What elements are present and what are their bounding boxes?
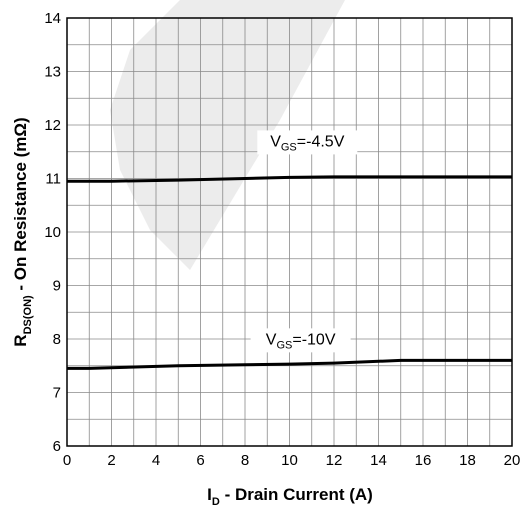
series-label-sub: GS bbox=[276, 339, 292, 351]
x-axis-title-rest: - Drain Current (A) bbox=[220, 485, 373, 504]
series-line-1 bbox=[67, 175, 512, 183]
x-tick-label: 0 bbox=[63, 452, 71, 469]
series-label-1: VGS=-4.5V bbox=[270, 133, 344, 153]
y-tick-label: 14 bbox=[44, 10, 61, 27]
x-tick-label: 18 bbox=[459, 452, 476, 469]
y-axis-title-main: R bbox=[11, 334, 30, 346]
series-label-sub: GS bbox=[281, 141, 297, 153]
series-line-2 bbox=[67, 358, 512, 370]
series-label-main: V bbox=[266, 331, 277, 348]
watermark-shape bbox=[110, 0, 345, 270]
x-tick-label: 10 bbox=[281, 452, 298, 469]
x-tick-label: 14 bbox=[370, 452, 387, 469]
series-label-2: VGS=-10V bbox=[266, 331, 336, 351]
y-tick-labels: 6 7 8 9 10 11 12 13 14 bbox=[44, 10, 61, 455]
series-label-rest: =-4.5V bbox=[297, 133, 345, 150]
y-tick-label: 8 bbox=[53, 331, 61, 348]
series-label-background bbox=[250, 328, 351, 353]
y-axis-title-sub: DS(ON) bbox=[22, 295, 34, 334]
x-tick-labels: 0 2 4 6 8 10 12 14 16 18 20 bbox=[63, 452, 521, 469]
x-tick-label: 8 bbox=[241, 452, 249, 469]
plot-frame bbox=[66, 17, 513, 447]
y-axis-title: RDS(ON) - On Resistance (mΩ) bbox=[11, 117, 34, 346]
x-axis-title-sub: D bbox=[212, 496, 220, 508]
y-tick-label: 9 bbox=[53, 278, 61, 295]
x-tick-label: 4 bbox=[152, 452, 160, 469]
x-tick-label: 12 bbox=[326, 452, 343, 469]
x-axis-title: ID - Drain Current (A) bbox=[207, 485, 373, 508]
y-tick-label: 6 bbox=[53, 438, 61, 455]
y-tick-label: 10 bbox=[44, 224, 61, 241]
y-tick-label: 13 bbox=[44, 64, 61, 81]
y-tick-label: 11 bbox=[45, 171, 61, 188]
y-tick-label: 12 bbox=[44, 117, 61, 134]
x-tick-label: 6 bbox=[196, 452, 204, 469]
x-axis-title-main: I bbox=[207, 485, 212, 504]
x-tick-label: 16 bbox=[415, 452, 432, 469]
series-label-background bbox=[257, 130, 358, 155]
series-label-rest: =-10V bbox=[292, 331, 335, 348]
series-label-main: V bbox=[270, 133, 281, 150]
y-tick-label: 7 bbox=[53, 385, 61, 402]
y-axis-title-rest: - On Resistance (mΩ) bbox=[11, 117, 30, 295]
grid bbox=[66, 17, 513, 447]
x-tick-label: 2 bbox=[107, 452, 115, 469]
x-tick-label: 20 bbox=[504, 452, 521, 469]
